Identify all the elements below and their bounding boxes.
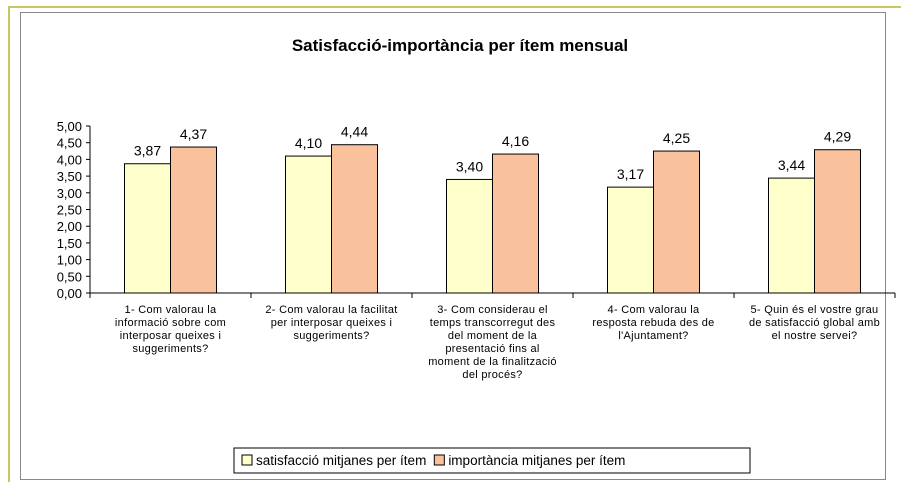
outer-border (8, 6, 901, 482)
data-label: 4,37 (180, 126, 207, 142)
bar (492, 153, 539, 294)
legend-label: importància mitjanes per ítem (448, 453, 625, 468)
y-tick-label: 4,00 (57, 152, 82, 167)
x-tick-label: 1- Com valorau la informació sobre com i… (114, 304, 227, 355)
data-label: 4,25 (663, 130, 690, 146)
y-tick-label: 2,00 (57, 219, 82, 234)
bar (170, 146, 217, 294)
data-label: 4,29 (824, 129, 851, 145)
data-label: 3,17 (617, 166, 644, 182)
bar (446, 178, 493, 294)
x-tick-label: 4- Com valorau la resposta rebuda des de… (592, 304, 715, 342)
data-label: 3,44 (778, 157, 805, 173)
data-label: 4,10 (295, 135, 322, 151)
x-tick-label: 3- Com considerau el temps transcorregut… (428, 304, 557, 381)
y-tick-label: 1,00 (57, 253, 82, 268)
data-label: 4,16 (502, 133, 529, 149)
y-tick-label: 4,50 (57, 136, 82, 151)
bar (331, 144, 378, 294)
y-tick-label: 3,50 (57, 169, 82, 184)
y-tick-label: 2,50 (57, 203, 82, 218)
y-tick-label: 0,50 (57, 269, 82, 284)
y-tick-label: 5,00 (57, 119, 82, 134)
y-tick-label: 3,00 (57, 186, 82, 201)
y-tick-label: 0,00 (57, 286, 82, 301)
bar (285, 155, 332, 294)
bar (814, 149, 861, 294)
bar (607, 186, 654, 294)
bar (768, 177, 815, 294)
data-label: 3,40 (456, 158, 483, 174)
bar (653, 150, 700, 294)
data-label: 4,44 (341, 124, 368, 140)
x-tick-label: 5- Quin és el vostre grau de satisfacció… (748, 304, 880, 342)
legend-box (233, 447, 751, 474)
legend-swatch (241, 454, 253, 466)
data-label: 3,87 (134, 143, 161, 159)
legend-label: satisfacció mitjanes per ítem (256, 453, 426, 468)
legend-swatch (433, 454, 445, 466)
y-tick-label: 1,50 (57, 236, 82, 251)
chart-title: Satisfacció-importància per ítem mensual (291, 36, 629, 55)
bar (124, 163, 171, 294)
chart-frame (20, 12, 886, 480)
x-tick-label: 2- Com valorau la facilitat per interpos… (265, 304, 398, 342)
